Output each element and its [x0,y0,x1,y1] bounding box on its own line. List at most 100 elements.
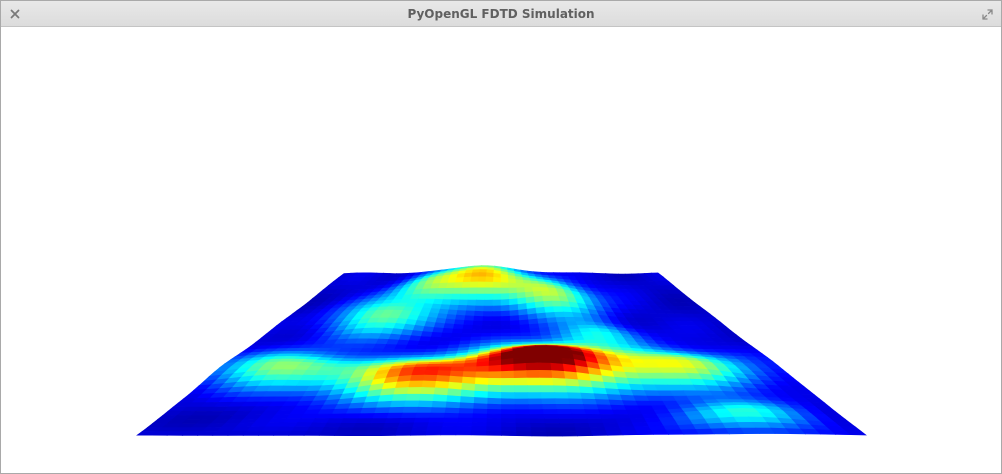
surface-cell [581,398,598,406]
surface-cell [501,377,515,386]
surface-cell [484,293,494,301]
surface-cell [599,414,617,420]
surface-cell [309,422,328,428]
surface-cell [491,329,502,334]
surface-cell [523,283,533,288]
surface-cell [663,424,682,431]
surface-cell [462,324,474,330]
surface-cell [408,335,422,342]
surface-cell [508,278,517,284]
surface-cell [482,320,493,326]
surface-cell [470,276,480,283]
surface-cell [579,386,595,395]
surface-cell [366,427,384,433]
surface-cell [586,418,604,424]
surface-cell [321,426,340,433]
surface-cell [521,339,533,343]
surface-cell [605,430,624,436]
surface-cell [500,336,512,341]
maximize-button[interactable] [978,5,996,23]
surface-cell [487,391,502,400]
surface-cell [402,406,419,414]
surface-cell [510,328,522,334]
surface-cell [541,398,557,405]
surface-cell [348,402,366,410]
surface-cell [563,371,579,381]
surface-cell [514,398,530,405]
surface-cell [460,389,476,398]
surface-cell [475,371,490,379]
surface-cell [413,417,431,424]
surface-cell [474,310,485,317]
surface-cell [510,324,521,330]
surface-cell [425,366,440,371]
surface-cell [485,276,494,283]
surface-cell [442,422,459,427]
surface-cell [512,353,526,359]
surface-cell [396,426,414,432]
surface-cell [490,336,502,341]
surface-cell [509,309,520,317]
surface-cell [478,272,488,278]
surface-cell [561,431,578,437]
surface-cell [525,357,539,364]
surface-cell [508,292,518,300]
surface-cell [501,430,518,437]
surface-cell [538,369,553,379]
surface-cell [460,287,471,295]
surface-cell [420,387,436,395]
surface-cell [606,394,623,401]
surface-cell [420,331,434,338]
surface-cell [500,277,510,284]
surface-cell [394,380,411,389]
surface-cell [444,407,461,414]
surface-cell [377,394,395,403]
surface-cell [472,413,488,419]
surface-cell [501,370,515,379]
surface-cell [486,426,502,432]
surface-cell [459,293,470,301]
gl-viewport[interactable] [1,27,1001,473]
surface-cell [463,366,477,373]
surface-cell [447,388,463,397]
surface-cell [513,362,527,372]
surface-cell [488,364,502,373]
surface-cell [415,412,432,419]
surface-cell [542,295,553,302]
surface-cell [389,400,407,408]
surface-cell [526,377,541,386]
surface-cell [526,369,541,379]
surface-cell [527,392,543,400]
surface-cell [468,287,478,295]
surface-cell [515,426,532,433]
surface-cell [449,337,462,342]
surface-cell [452,287,463,295]
surface-cell [492,305,502,312]
surface-cell [500,315,511,322]
surface-cell [477,281,487,289]
surface-cell [567,392,583,400]
surface-cell [557,413,574,420]
close-button[interactable] [6,5,24,23]
surface-cell [580,392,596,400]
surface-cell [427,422,444,428]
surface-cell [318,431,338,436]
surface-cell [362,401,379,409]
surface-cell [306,426,325,432]
title-bar[interactable]: PyOpenGL FDTD Simulation [1,1,1001,27]
surface-cell [536,353,551,359]
surface-cell [484,287,494,295]
close-icon [10,9,20,19]
surface-cell [424,370,439,376]
surface-cell [413,348,428,353]
surface-cell [481,329,492,334]
surface-cell [441,299,452,306]
surface-cell [406,340,420,346]
surface-cell [488,371,502,379]
surface-cell [444,287,455,295]
surface-cell [650,429,670,435]
surface-cell [577,379,593,388]
surface-cell [524,353,539,359]
surface-cell [473,403,489,410]
surface-cell [540,392,556,400]
